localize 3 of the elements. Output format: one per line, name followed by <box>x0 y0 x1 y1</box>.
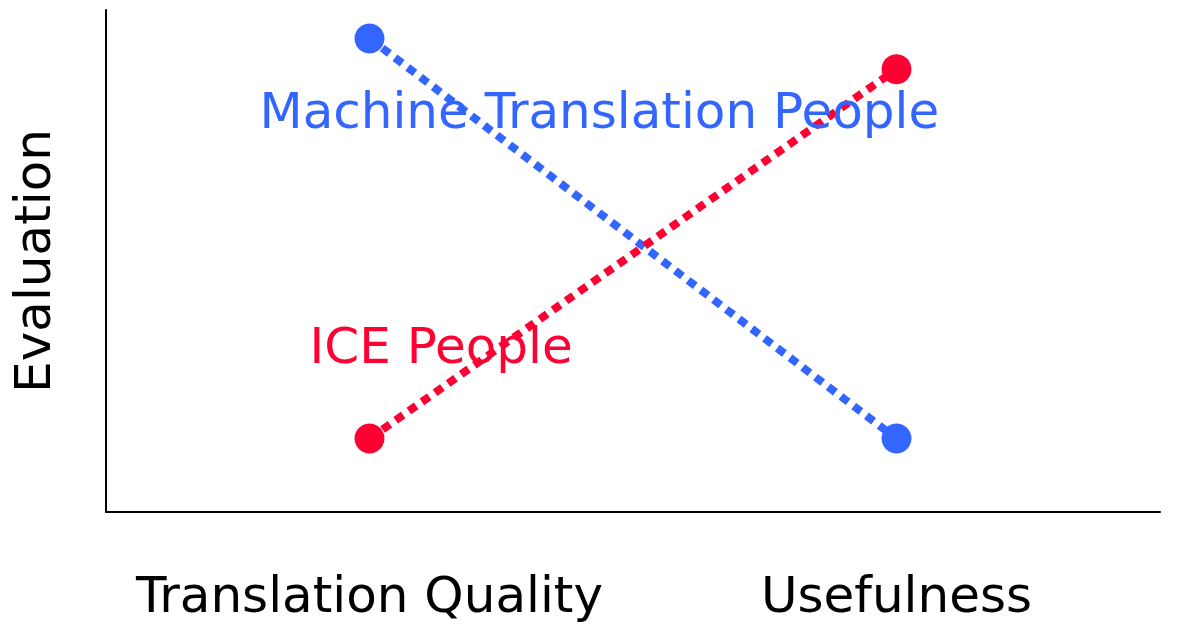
x-tick-label: Usefulness <box>760 566 1033 624</box>
y-axis-title: Evaluation <box>4 129 62 393</box>
x-tick-label: Translation Quality <box>135 566 603 624</box>
